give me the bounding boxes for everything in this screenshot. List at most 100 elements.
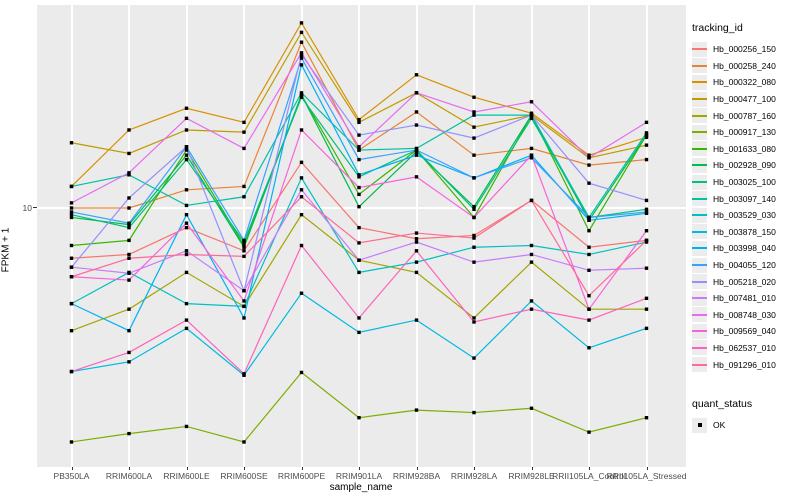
series-line-Hb_001633_080	[71, 93, 648, 247]
legend-line-icon	[692, 181, 707, 184]
series-line-Hb_000917_130	[71, 371, 647, 443]
data-point-marker	[644, 307, 649, 311]
data-point-marker	[357, 148, 361, 152]
data-point-marker	[299, 91, 304, 95]
gridline-vertical	[243, 5, 245, 467]
legend-item-label: Hb_009569_040	[713, 326, 776, 337]
data-point-marker	[587, 163, 591, 167]
x-tick-mark	[474, 467, 475, 470]
data-point-marker	[644, 120, 649, 125]
data-point-marker	[184, 270, 189, 275]
data-point-marker	[242, 146, 246, 151]
legend-item-Hb_002928_090: Hb_002928_090	[692, 157, 798, 174]
data-point-marker	[357, 133, 361, 137]
data-point-marker	[299, 291, 304, 295]
data-point-marker	[472, 316, 476, 320]
x-tick-mark	[416, 467, 418, 470]
legend-line-icon	[692, 230, 707, 233]
legend-line-icon	[692, 197, 707, 200]
data-point-marker	[242, 249, 246, 253]
legend-line-icon	[692, 297, 707, 300]
data-point-marker	[127, 206, 131, 210]
data-point-marker	[357, 330, 361, 335]
legend-line-icon	[692, 48, 707, 51]
data-point-marker	[414, 318, 419, 322]
data-point-marker	[472, 207, 476, 212]
data-point-marker	[357, 120, 361, 125]
data-point-marker	[587, 294, 591, 298]
legend-item-ok: OK	[692, 417, 798, 434]
legend-key-swatch	[692, 323, 707, 339]
data-point-marker	[184, 116, 189, 121]
data-point-marker	[242, 195, 246, 199]
data-point-marker	[644, 229, 649, 233]
legend-item-Hb_005218_020: Hb_005218_020	[692, 273, 798, 290]
legend-title-tracking-id: tracking_id	[692, 22, 743, 34]
legend-key-swatch	[692, 91, 707, 107]
data-point-marker	[472, 95, 476, 99]
data-point-marker	[644, 266, 649, 270]
data-point-marker	[184, 128, 189, 132]
gridline-vertical	[645, 5, 648, 467]
x-tick-label-PB350LA: PB350LA	[53, 471, 90, 481]
legend-item-label: Hb_004055_120	[713, 260, 776, 271]
data-point-marker	[69, 141, 74, 145]
x-tick-mark	[301, 467, 303, 470]
series-line-Hb_000322_080	[71, 21, 647, 187]
data-point-marker	[127, 173, 131, 177]
data-point-marker	[242, 243, 246, 248]
x-tick-label-RRII105LA_Control: RRII105LA_Control	[552, 471, 626, 481]
data-point-marker	[644, 131, 649, 135]
data-point-marker	[299, 243, 304, 248]
legend-line-icon	[692, 313, 707, 316]
legend-item-Hb_003878_150: Hb_003878_150	[692, 224, 798, 241]
data-point-marker	[184, 106, 189, 110]
quant-status-legend: quant_status OK	[692, 398, 798, 434]
data-point-marker	[299, 51, 304, 55]
data-point-marker	[472, 113, 476, 117]
data-point-marker	[69, 206, 74, 210]
data-point-marker	[242, 304, 246, 309]
data-point-marker	[472, 260, 476, 264]
data-point-marker	[414, 408, 419, 412]
series-line-Hb_008748_030	[71, 51, 647, 204]
data-point-marker	[357, 205, 361, 209]
data-point-marker	[69, 440, 74, 444]
quant-status-key	[692, 417, 707, 433]
legend-item-Hb_008748_030: Hb_008748_030	[692, 307, 798, 324]
data-point-marker	[299, 195, 304, 199]
x-tick-mark	[129, 467, 130, 470]
data-point-marker	[242, 440, 246, 444]
legend-key-swatch	[692, 224, 707, 240]
data-point-marker	[587, 245, 591, 249]
legend-item-Hb_000477_100: Hb_000477_100	[692, 91, 798, 108]
data-point-marker	[127, 238, 131, 243]
legend-line-icon	[692, 346, 707, 349]
data-point-marker	[127, 307, 131, 311]
data-point-marker	[69, 275, 74, 279]
data-point-marker	[472, 215, 476, 220]
data-point-marker	[184, 318, 189, 322]
data-point-marker	[242, 316, 246, 320]
data-point-marker	[587, 229, 591, 233]
legend-item-label: Hb_062537_010	[713, 342, 776, 353]
legend-item-label: Hb_002928_090	[713, 160, 776, 171]
data-point-marker	[414, 123, 419, 127]
data-point-marker	[472, 356, 476, 360]
gridline-vertical	[70, 5, 73, 467]
legend-item-Hb_007481_010: Hb_007481_010	[692, 290, 798, 307]
legend-item-label: Hb_000322_080	[713, 77, 776, 88]
data-point-marker	[69, 243, 74, 248]
x-tick-label-RRIM901LA: RRIM901LA	[335, 471, 383, 481]
data-point-marker	[472, 153, 476, 157]
data-point-marker	[184, 252, 189, 257]
gridline-vertical	[588, 5, 590, 467]
legend-item-Hb_091296_010: Hb_091296_010	[692, 356, 798, 373]
x-tick-mark	[531, 467, 533, 470]
data-point-marker	[472, 205, 476, 209]
data-point-marker	[357, 270, 361, 275]
data-point-marker	[127, 431, 131, 436]
x-tick-mark	[186, 467, 188, 470]
x-tick-label-RRIM600PE: RRIM600PE	[277, 471, 326, 481]
